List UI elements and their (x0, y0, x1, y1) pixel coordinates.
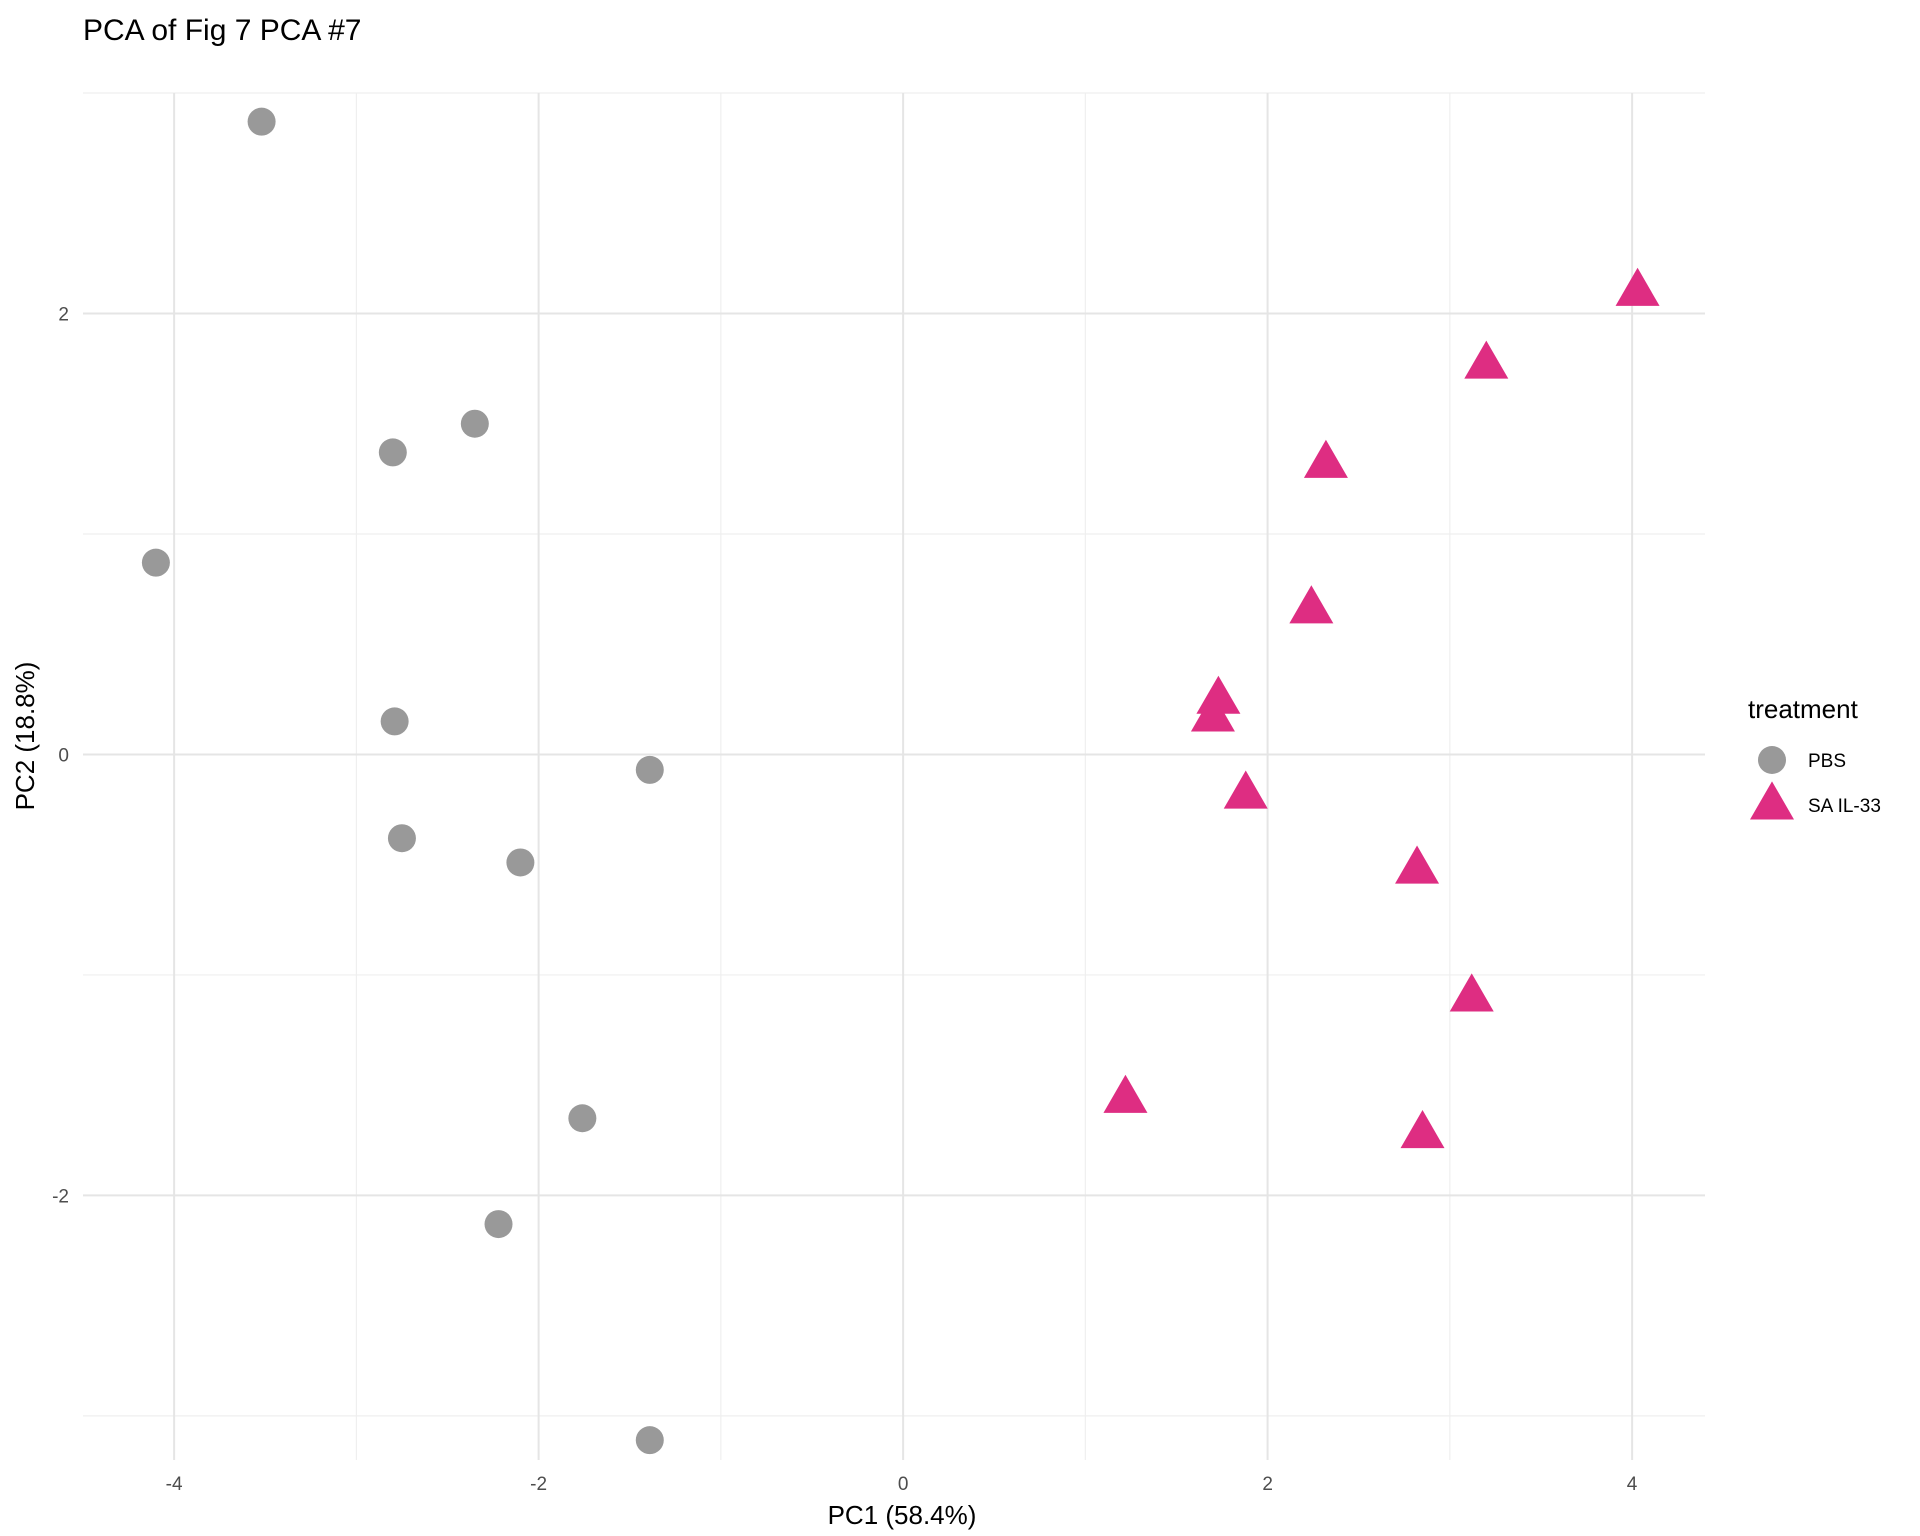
point-sa-il-33 (1223, 770, 1268, 809)
point-pbs (141, 548, 170, 577)
y-tick-label: 2 (58, 304, 69, 325)
point-sa-il-33 (1289, 585, 1334, 624)
x-tick-label: -2 (530, 1474, 547, 1495)
point-sa-il-33 (1303, 439, 1348, 478)
x-axis-ticks: -4 -2 0 2 4 (166, 1474, 1638, 1495)
legend-key-sa-il-33 (1750, 781, 1794, 820)
grid-lines (83, 92, 1705, 1460)
y-axis-ticks: -2 0 2 (52, 304, 69, 1207)
point-sa-il-33 (1395, 845, 1440, 884)
legend-key-pbs (1758, 746, 1786, 774)
legend-items: PBS SA IL-33 (1750, 746, 1881, 820)
legend-label-pbs: PBS (1808, 751, 1846, 772)
point-pbs (484, 1210, 513, 1239)
point-pbs (387, 824, 416, 853)
legend: treatment PBS SA IL-33 (1748, 694, 1881, 820)
point-pbs (380, 707, 409, 736)
point-sa-il-33 (1615, 267, 1660, 306)
x-tick-label: 2 (1262, 1474, 1273, 1495)
point-sa-il-33 (1449, 973, 1494, 1012)
point-sa-il-33 (1400, 1110, 1445, 1149)
legend-label-sa-il-33: SA IL-33 (1808, 796, 1881, 817)
x-tick-label: 0 (898, 1474, 909, 1495)
x-axis-title: PC1 (58.4%) (828, 1500, 977, 1530)
point-sa-il-33 (1464, 340, 1509, 379)
point-pbs (635, 1426, 664, 1455)
data-points (141, 107, 1660, 1455)
y-tick-label: -2 (52, 1186, 69, 1207)
point-pbs (460, 409, 489, 438)
x-tick-label: 4 (1627, 1474, 1638, 1495)
y-axis-title: PC2 (18.8%) (10, 662, 40, 811)
point-sa-il-33 (1103, 1074, 1148, 1113)
point-pbs (635, 755, 664, 784)
chart-title: PCA of Fig 7 PCA #7 (83, 14, 361, 47)
x-tick-label: -4 (166, 1474, 183, 1495)
point-pbs (568, 1104, 597, 1133)
point-pbs (247, 107, 276, 136)
point-pbs (378, 438, 407, 467)
legend-title: treatment (1748, 694, 1859, 724)
point-sa-il-33 (1190, 693, 1235, 732)
point-pbs (506, 848, 535, 877)
y-tick-label: 0 (58, 745, 69, 766)
